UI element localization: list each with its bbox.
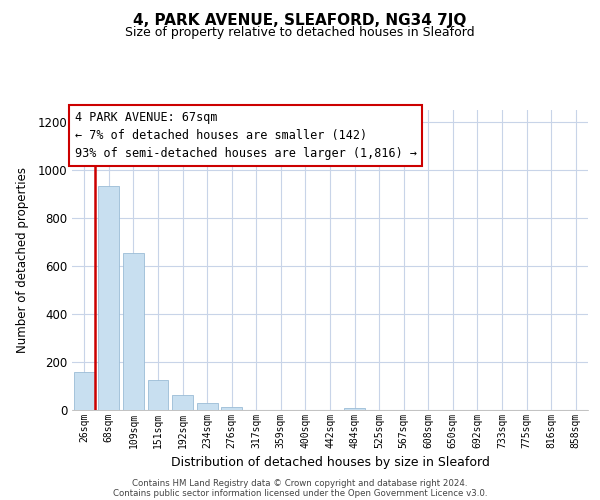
Text: Contains HM Land Registry data © Crown copyright and database right 2024.: Contains HM Land Registry data © Crown c… (132, 478, 468, 488)
Bar (197, 404, 218, 410)
Text: 4, PARK AVENUE, SLEAFORD, NG34 7JQ: 4, PARK AVENUE, SLEAFORD, NG34 7JQ (133, 12, 467, 28)
Bar (344, 408, 365, 410)
Bar (221, 407, 242, 410)
Text: Size of property relative to detached houses in Sleaford: Size of property relative to detached ho… (125, 26, 475, 39)
Bar (172, 395, 193, 410)
Bar (123, 253, 144, 410)
Bar (98, 186, 119, 410)
X-axis label: Distribution of detached houses by size in Sleaford: Distribution of detached houses by size … (170, 456, 490, 469)
Bar (74, 372, 95, 410)
Text: 4 PARK AVENUE: 67sqm
← 7% of detached houses are smaller (142)
93% of semi-detac: 4 PARK AVENUE: 67sqm ← 7% of detached ho… (74, 110, 416, 160)
Bar (148, 380, 169, 410)
Y-axis label: Number of detached properties: Number of detached properties (16, 167, 29, 353)
Text: Contains public sector information licensed under the Open Government Licence v3: Contains public sector information licen… (113, 488, 487, 498)
